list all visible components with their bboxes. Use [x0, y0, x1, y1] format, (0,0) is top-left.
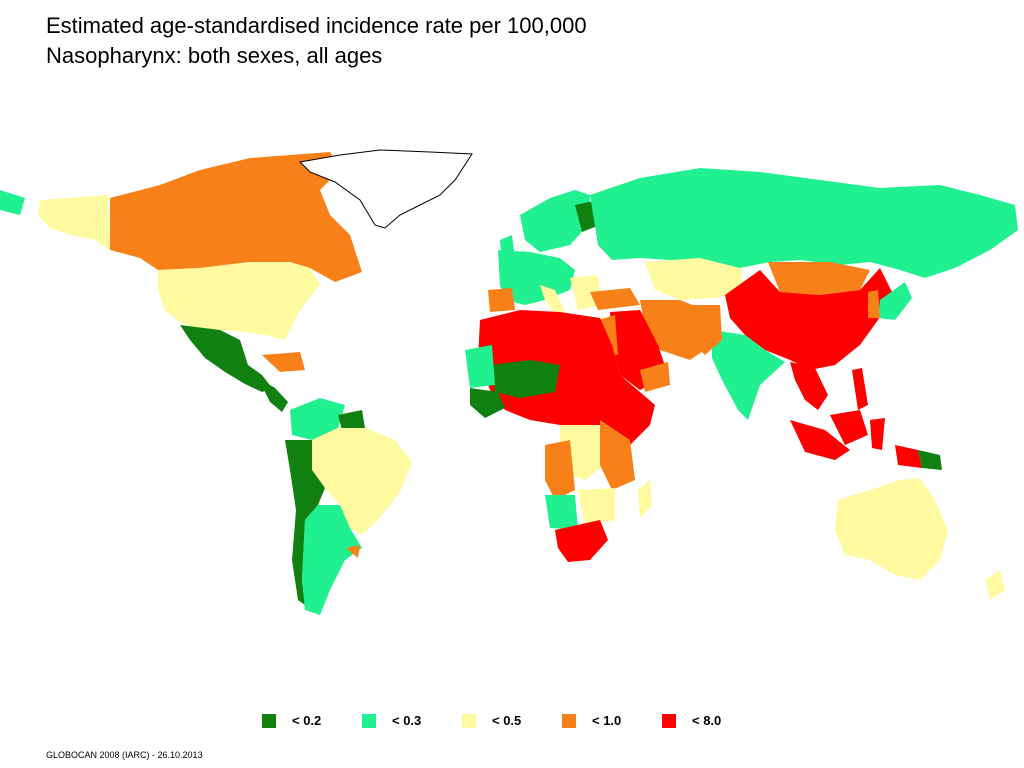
asia: [690, 262, 942, 470]
mongolia: [768, 262, 870, 295]
legend-item: < 0.5: [462, 713, 562, 728]
legend-label: < 8.0: [692, 713, 722, 728]
venezuela-colombia: [290, 398, 345, 440]
africa: [465, 310, 655, 562]
drc: [545, 440, 575, 500]
central-america: [258, 378, 288, 412]
png-east: [918, 450, 942, 470]
china: [725, 268, 892, 370]
cuba: [262, 352, 305, 372]
turkey: [590, 288, 640, 310]
indonesia-west: [790, 420, 850, 460]
east-africa: [600, 420, 635, 490]
legend-swatch: [562, 713, 576, 728]
png: [895, 445, 922, 468]
legend-label: < 0.5: [492, 713, 522, 728]
south-america: [285, 398, 412, 615]
north-america: [38, 152, 362, 412]
legend-item: < 0.2: [262, 713, 362, 728]
western-europe: [498, 250, 575, 305]
mexico: [180, 325, 272, 392]
north-africa: [478, 310, 655, 445]
alaska: [38, 195, 110, 250]
west-coast: [470, 388, 505, 418]
greenland: [298, 149, 473, 229]
australia: [835, 478, 948, 580]
mali-niger: [492, 360, 560, 398]
philippines: [852, 368, 868, 410]
europe: [488, 190, 602, 322]
yemen-oman: [640, 362, 670, 392]
korea: [868, 290, 880, 318]
brazil: [312, 428, 412, 535]
uk: [500, 235, 515, 262]
guianas: [338, 410, 365, 430]
madagascar: [638, 480, 652, 518]
canada: [110, 152, 362, 282]
mauritania: [465, 345, 495, 388]
balkans: [570, 275, 602, 310]
kamchatka-edge: [0, 190, 25, 215]
legend-label: < 0.3: [392, 713, 422, 728]
argentina: [302, 505, 362, 615]
legend-item: < 0.3: [362, 713, 462, 728]
pakistan: [690, 305, 722, 355]
india: [712, 330, 785, 420]
legend-label: < 1.0: [592, 713, 622, 728]
legend-item: < 8.0: [662, 713, 762, 728]
title-line-1: Estimated age-standardised incidence rat…: [46, 13, 587, 38]
zambia-zimbabwe: [578, 488, 615, 525]
legend-swatch: [262, 713, 276, 728]
iberia: [488, 288, 515, 312]
map-title: Estimated age-standardised incidence rat…: [46, 11, 587, 71]
legend: < 0.2 < 0.3 < 0.5 < 1.0 < 8.0: [262, 713, 762, 728]
legend-item: < 1.0: [562, 713, 662, 728]
legend-swatch: [662, 713, 676, 728]
source-footer: GLOBOCAN 2008 (IARC) - 26.10.2013: [46, 750, 203, 760]
title-line-2: Nasopharynx: both sexes, all ages: [46, 43, 383, 68]
sulawesi: [870, 418, 885, 450]
oceania: [835, 478, 1005, 600]
uruguay: [346, 545, 360, 558]
new-zealand: [985, 570, 1005, 600]
legend-swatch: [462, 713, 476, 728]
legend-swatch: [362, 713, 376, 728]
legend-label: < 0.2: [292, 713, 322, 728]
japan: [878, 282, 912, 320]
russia: [590, 168, 1018, 278]
peru-andes: [285, 440, 325, 605]
angola: [545, 495, 578, 530]
southern-africa: [555, 520, 608, 562]
borneo: [830, 410, 868, 445]
kazakhstan: [645, 258, 745, 300]
usa: [158, 262, 320, 340]
scandinavia: [520, 190, 590, 252]
southeast-asia: [790, 362, 828, 410]
